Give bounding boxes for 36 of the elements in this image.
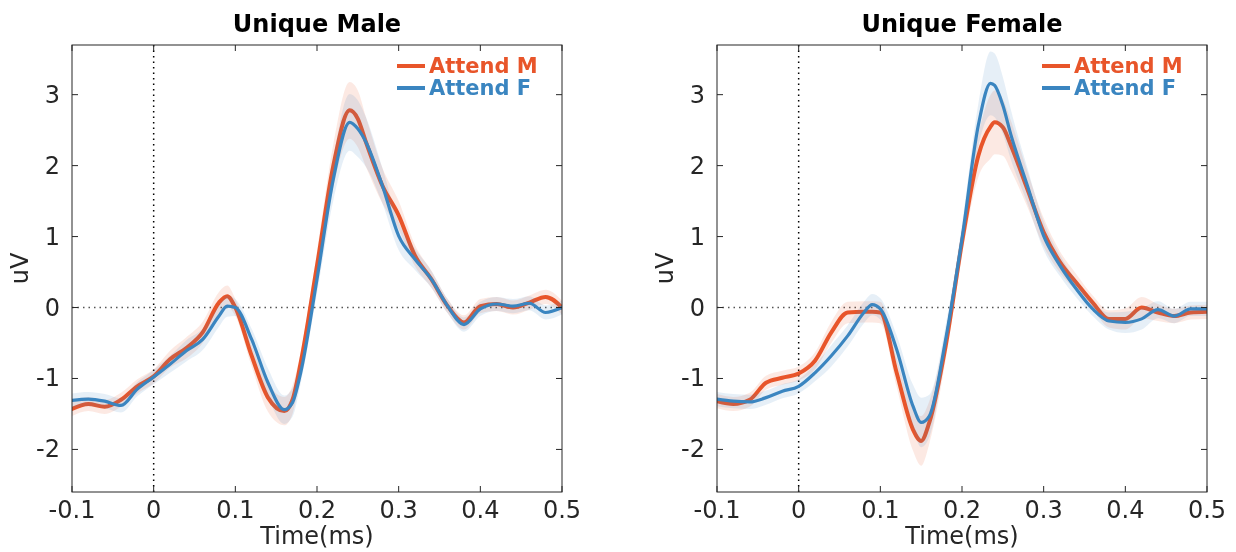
x-tick-label: -0.1: [48, 496, 96, 524]
x-tick-label: 0.2: [942, 496, 982, 524]
x-tick-label: 0.5: [1187, 496, 1227, 524]
legend-label: Attend M: [429, 54, 538, 78]
y-tick-label: -1: [681, 364, 705, 393]
y-tick-label: -1: [36, 364, 60, 393]
x-tick-label: 0.3: [1024, 496, 1063, 524]
y-tick-label: -2: [681, 435, 705, 464]
legend-label: Attend M: [1074, 54, 1183, 78]
x-tick-label: 0.1: [216, 496, 255, 524]
y-axis-title: uV: [6, 252, 34, 285]
y-tick-label: 0: [44, 293, 60, 322]
legend-label: Attend F: [1074, 76, 1177, 100]
chart-title: Unique Female: [861, 10, 1063, 38]
y-tick-label: 2: [689, 151, 705, 180]
y-tick-label: 0: [689, 293, 705, 322]
y-tick-label: 2: [44, 151, 60, 180]
y-tick-label: 3: [689, 80, 705, 109]
x-tick-label: 0.2: [297, 496, 337, 524]
x-tick-label: 0.3: [379, 496, 418, 524]
legend-label: Attend F: [429, 76, 532, 100]
x-tick-label: 0: [791, 496, 807, 524]
chart-title: Unique Male: [232, 10, 402, 38]
x-tick-label: 0.4: [1106, 496, 1145, 524]
x-axis-title: Time(ms): [259, 522, 374, 550]
x-tick-label: 0.4: [461, 496, 500, 524]
y-tick-label: -2: [36, 435, 60, 464]
x-axis-title: Time(ms): [904, 522, 1019, 550]
y-tick-label: 1: [689, 222, 705, 251]
x-tick-label: 0: [146, 496, 162, 524]
y-axis-title: uV: [651, 252, 679, 285]
x-tick-label: 0.1: [861, 496, 900, 524]
x-tick-label: -0.1: [693, 496, 741, 524]
y-tick-label: 1: [44, 222, 60, 251]
x-tick-label: 0.5: [542, 496, 582, 524]
y-tick-label: 3: [44, 80, 60, 109]
